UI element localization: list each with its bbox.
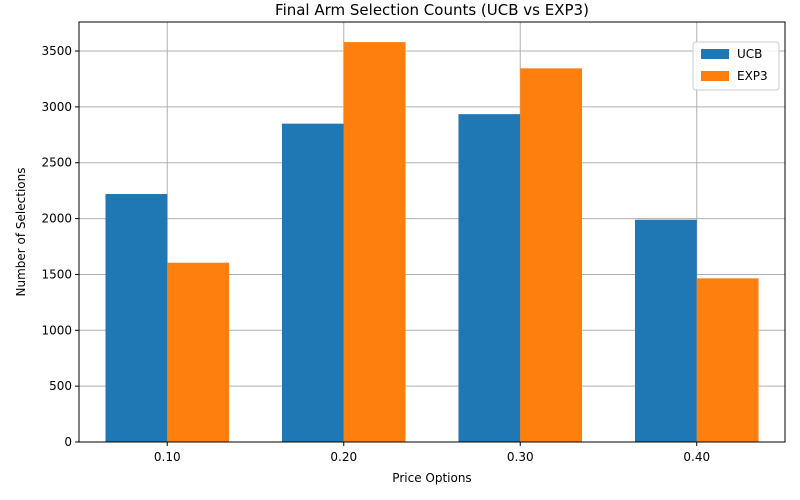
y-tick-label: 3500 [41,44,72,58]
legend-swatch-ucb [701,49,729,59]
bar-exp3-0.20 [343,42,406,442]
y-axis-label: Number of Selections [14,168,28,297]
bar-ucb-0.20 [281,123,344,443]
x-axis-ticks: 0.10 0.20 0.30 0.40 [154,442,710,464]
x-tick-label: 0.10 [154,450,181,464]
x-tick-label: 0.20 [330,450,357,464]
plot-frame [78,21,786,443]
y-tick-label: 500 [49,379,72,393]
bar-ucb-0.40 [634,219,697,442]
y-tick-label: 3000 [41,100,72,114]
bar-exp3-0.10 [167,262,230,442]
x-axis-label: Price Options [392,471,471,485]
chart-title: Final Arm Selection Counts (UCB vs EXP3) [275,1,589,19]
bar-exp3-0.40 [696,278,759,442]
bar-ucb-0.30 [458,114,521,442]
x-tick-label: 0.30 [507,450,534,464]
legend-label-exp3: EXP3 [737,69,768,83]
y-tick-label: 1000 [41,323,72,337]
y-tick-label: 0 [64,435,72,449]
y-axis-ticks: 0 500 1000 1500 2000 2500 3000 3500 [41,44,79,449]
legend-swatch-exp3 [701,71,729,81]
legend: UCB EXP3 [692,41,780,91]
bars [105,42,759,443]
bar-ucb-0.10 [105,194,168,442]
bar-exp3-0.30 [520,68,583,442]
legend-label-ucb: UCB [737,47,762,61]
y-tick-label: 2500 [41,156,72,170]
x-tick-label: 0.40 [683,450,710,464]
y-tick-label: 1500 [41,267,72,281]
y-tick-label: 2000 [41,212,72,226]
